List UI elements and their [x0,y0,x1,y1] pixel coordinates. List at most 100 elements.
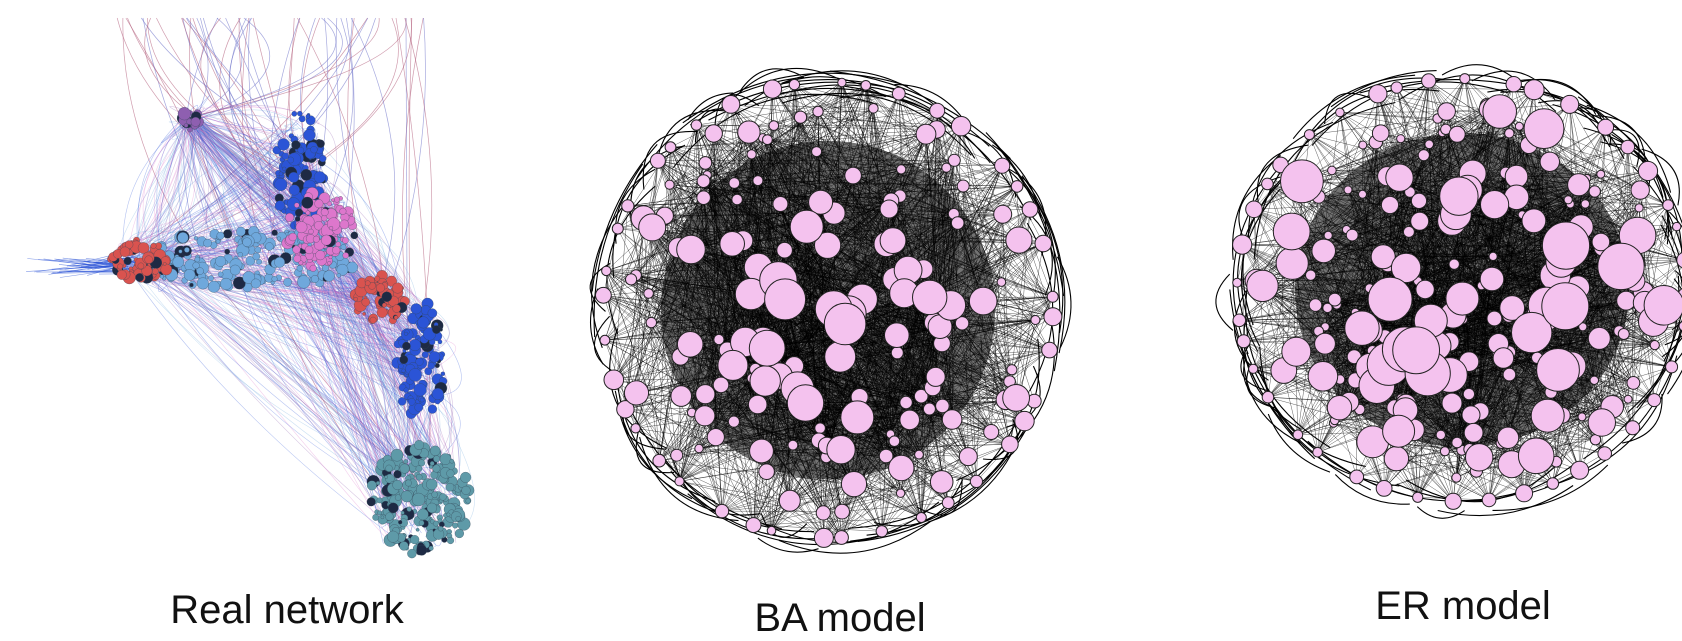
graph-node [218,272,223,277]
graph-node [861,81,871,91]
graph-node [1336,108,1345,117]
graph-node [885,323,910,348]
graph-node [1246,201,1263,218]
graph-node [1282,337,1311,366]
graph-node [327,261,331,265]
graph-node [253,253,260,260]
graph-node [265,243,273,251]
graph-node [596,287,612,303]
graph-node [324,270,335,281]
graph-node [1233,278,1242,287]
graph-node [124,257,132,265]
graph-node [665,142,676,153]
graph-node [138,263,144,269]
graph-node [1449,126,1465,142]
graph-node [1315,333,1336,354]
graph-node [631,424,640,433]
graph-node [1598,243,1644,289]
graph-node [897,165,906,174]
graph-node [604,370,624,390]
graph-node [295,217,300,222]
graph-node [317,140,325,148]
graph-node [1006,227,1032,253]
graph-node [1524,109,1564,149]
graph-node [612,223,623,234]
graph-node [995,158,1010,173]
graph-node [293,246,301,254]
graph-node [208,281,220,293]
graph-node [382,292,392,302]
graph-node [809,190,833,214]
graph-node [1487,311,1502,326]
graph-node [347,262,358,273]
graph-node [1350,470,1364,484]
graph-node [429,351,440,362]
graph-node [394,470,402,478]
graph-node [184,124,188,128]
graph-node [385,513,393,521]
graph-node [1452,473,1461,482]
graph-node [1418,150,1429,161]
graph-node [438,526,443,531]
graph-node [400,356,408,364]
graph-node [331,199,334,202]
graph-node [790,210,823,243]
graph-node [677,235,706,264]
graph-node [340,208,347,215]
graph-node [1505,129,1514,138]
graph-node [1031,316,1040,325]
graph-node [391,449,403,461]
graph-node [350,214,353,217]
graph-node [650,153,665,168]
graph-node [296,222,307,233]
graph-node [763,135,773,145]
graph-node [900,410,920,430]
graph-node [1481,191,1509,219]
graph-node [1306,270,1316,280]
graph-node [1561,95,1579,113]
graph-node [841,401,874,434]
graph-node [1497,427,1518,448]
graph-node [428,363,435,370]
graph-node [646,317,656,327]
graph-node [951,117,970,136]
graph-node [367,481,377,491]
graph-node [787,385,823,421]
graph-node [314,171,326,183]
graph-node [376,284,385,293]
graph-node [321,209,328,216]
ba-model-label: BA model [754,596,925,641]
graph-node [747,150,756,159]
graph-node [462,486,471,495]
graph-node [626,274,637,285]
graph-node [759,464,775,480]
graph-node [1233,235,1252,254]
graph-node [1403,226,1414,237]
graph-node [117,270,127,280]
graph-node [789,79,799,89]
graph-node [408,398,415,405]
graph-node [382,303,386,307]
graph-node [1249,364,1258,373]
graph-node [1466,444,1493,471]
graph-node [1047,291,1058,302]
graph-node [251,279,260,288]
graph-node [315,199,324,208]
graph-node [225,249,230,254]
graph-node [1237,335,1250,348]
graph-node [1304,130,1314,140]
graph-node [321,235,331,245]
graph-node [400,464,410,474]
graph-node [432,492,438,498]
graph-node [409,339,421,351]
graph-node [418,460,425,467]
graph-node [428,405,437,414]
graph-node [622,200,634,212]
graph-node [869,104,879,114]
graph-node [272,230,278,236]
graph-node [292,111,297,116]
graph-node [433,521,438,526]
graph-node [1276,247,1308,279]
graph-node [289,185,300,196]
graph-node [336,242,341,247]
